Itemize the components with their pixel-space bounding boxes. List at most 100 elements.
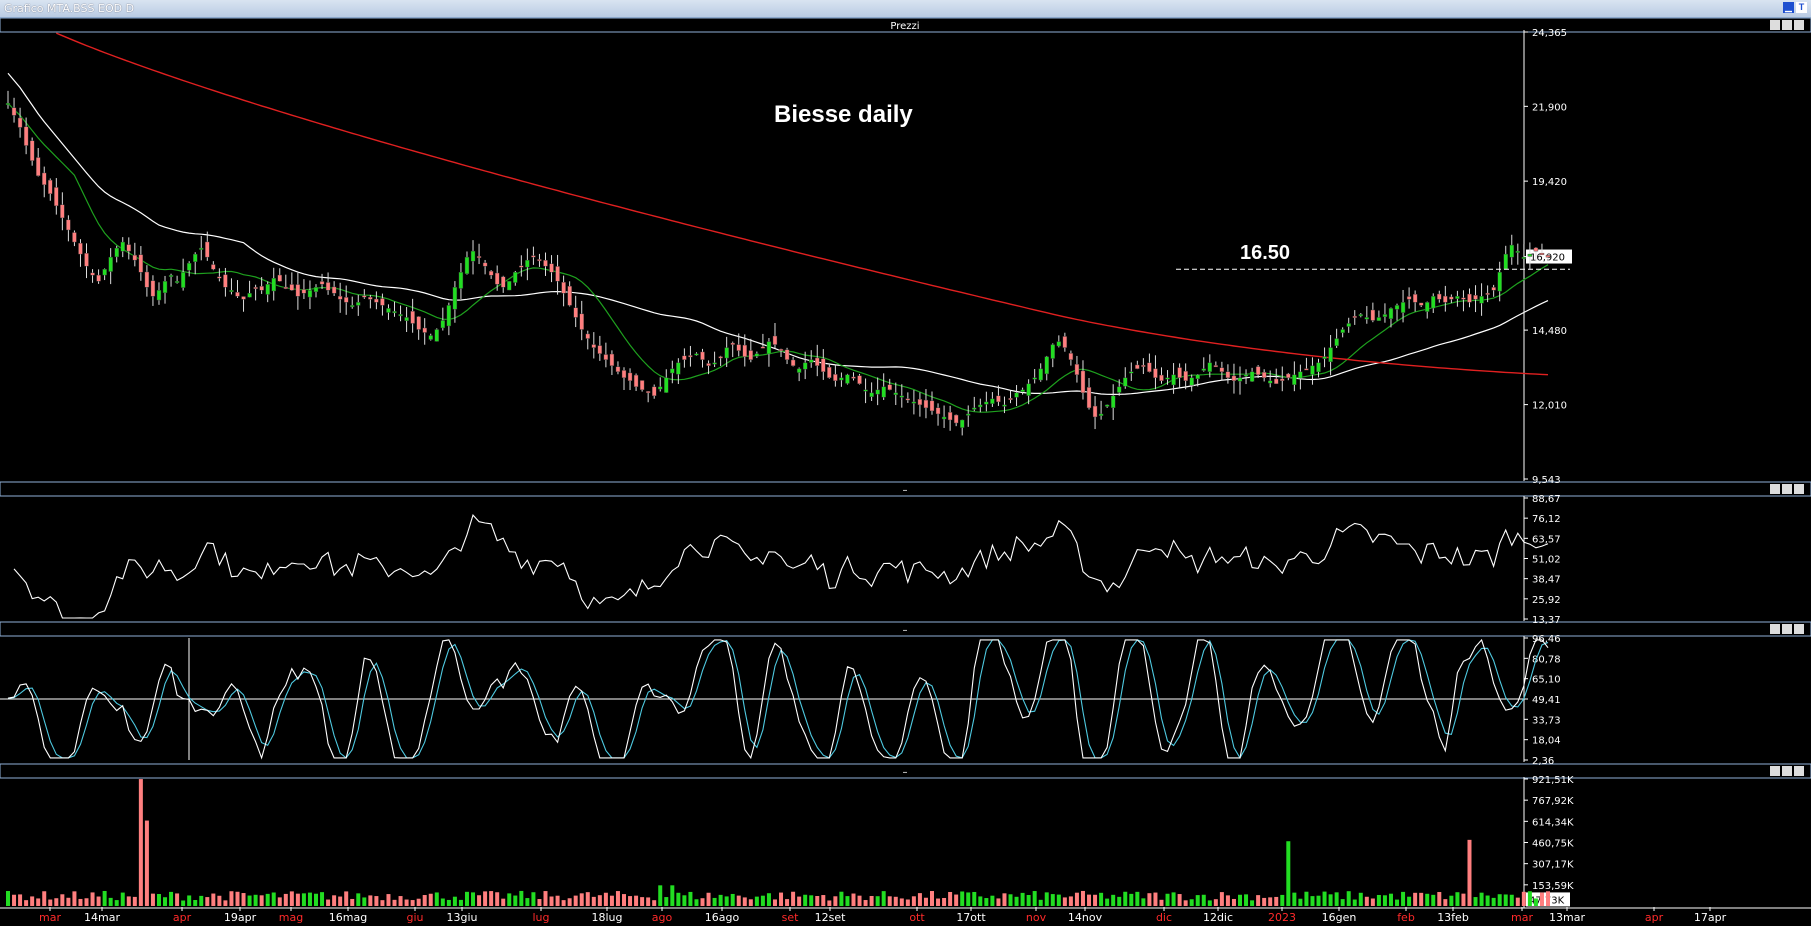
volume-bar (833, 896, 838, 906)
x-tick-label: 13mar (1549, 911, 1585, 924)
volume-bar (1546, 891, 1550, 906)
help-icon[interactable]: T (1796, 2, 1807, 13)
candle-body (289, 284, 295, 291)
volume-bar (712, 897, 717, 906)
volume-bar (1340, 899, 1345, 906)
volume-bar (718, 894, 723, 906)
volume-bar (1425, 893, 1430, 906)
volume-bar (1159, 899, 1164, 906)
volume-bar (1087, 894, 1092, 906)
candle-body (162, 281, 168, 294)
y-tick-label: 88,67 (1532, 494, 1561, 505)
candle-body (597, 345, 603, 354)
volume-bar (1491, 897, 1496, 906)
panel-close-icon[interactable] (1794, 766, 1804, 776)
x-tick-label: 16ago (705, 911, 740, 924)
volume-bar (1449, 895, 1454, 906)
candle-body (1062, 336, 1068, 348)
candle-body (984, 401, 989, 405)
volume-bar (1068, 896, 1073, 906)
candle-body (857, 375, 862, 384)
volume-bar (1056, 894, 1061, 906)
candle-body (851, 376, 856, 379)
candle-body (199, 247, 204, 250)
panel-header-label: – (903, 767, 908, 778)
candle-body (1286, 373, 1291, 378)
candle-body (1261, 372, 1267, 378)
candle-body (887, 384, 892, 391)
volume-bar (1244, 894, 1249, 906)
candle-body (35, 157, 41, 176)
volume-bar (579, 893, 584, 906)
volume-bar (1165, 893, 1170, 906)
x-tick-label: apr (173, 911, 192, 924)
panel-maximize-icon[interactable] (1782, 20, 1792, 30)
volume-bar (1038, 899, 1043, 906)
panel-minimize-icon[interactable] (1770, 484, 1780, 494)
panel-minimize-icon[interactable] (1770, 20, 1780, 30)
candle-body (150, 280, 156, 297)
candle-body (494, 272, 500, 285)
volume-bar (797, 896, 802, 906)
candle-body (1141, 364, 1146, 367)
candle-body (229, 290, 234, 293)
candle-body (1243, 374, 1249, 377)
volume-bar (1111, 894, 1116, 906)
panel-maximize-icon[interactable] (1782, 766, 1792, 776)
panel-minimize-icon[interactable] (1770, 766, 1780, 776)
volume-bar (688, 891, 693, 906)
volume-bar (1147, 893, 1152, 906)
candle-body (513, 272, 518, 283)
volume-bar (1050, 894, 1055, 906)
volume-bar (1509, 894, 1514, 906)
panel-maximize-icon[interactable] (1782, 624, 1792, 634)
candle-body (1147, 362, 1152, 372)
y-tick-label: 921,51K (1532, 775, 1574, 786)
panel-close-icon[interactable] (1794, 20, 1804, 30)
candle-body (1189, 377, 1194, 386)
candle-body (440, 320, 446, 329)
candle-body (1255, 366, 1261, 375)
y-tick-label: 51,02 (1532, 555, 1561, 566)
candle-body (1473, 295, 1478, 300)
volume-bar (18, 894, 23, 906)
candle-body (144, 271, 150, 288)
volume-bar (489, 891, 494, 906)
y-tick-label: 460,75K (1532, 839, 1574, 850)
candle-body (1038, 368, 1043, 381)
candle-body (1123, 377, 1128, 387)
volume-bar (1213, 899, 1218, 906)
volume-bar (307, 892, 312, 906)
volume-bar (362, 897, 367, 906)
volume-bar (640, 897, 645, 906)
candle-body (428, 335, 433, 340)
volume-bar (1201, 894, 1206, 906)
candle-body (1225, 371, 1231, 378)
volume-bar (374, 896, 379, 906)
candle-body (84, 253, 89, 267)
panel-close-icon[interactable] (1794, 484, 1804, 494)
candle-body (1382, 314, 1388, 318)
y-tick-label: 96,46 (1532, 634, 1561, 645)
y-tick-label: 38,47 (1532, 575, 1561, 586)
volume-bar (676, 892, 681, 906)
volume-bar (531, 892, 536, 906)
panel-close-icon[interactable] (1794, 624, 1804, 634)
volume-bar (289, 891, 294, 906)
panel-minimize-icon[interactable] (1770, 624, 1780, 634)
candle-body (174, 281, 180, 283)
volume-bar (1461, 893, 1466, 906)
candle-body (1104, 404, 1110, 407)
volume-bar (1189, 899, 1194, 906)
x-tick-label: 16mag (329, 911, 367, 924)
candle-body (549, 263, 554, 273)
candle-body (688, 355, 693, 358)
candle-body (603, 354, 609, 360)
volume-bar (785, 899, 790, 906)
minimize-icon[interactable]: ▁ (1783, 2, 1794, 13)
volume-bar (664, 897, 669, 906)
volume-bar (380, 900, 385, 906)
volume-bar (265, 893, 270, 906)
panel-maximize-icon[interactable] (1782, 484, 1792, 494)
